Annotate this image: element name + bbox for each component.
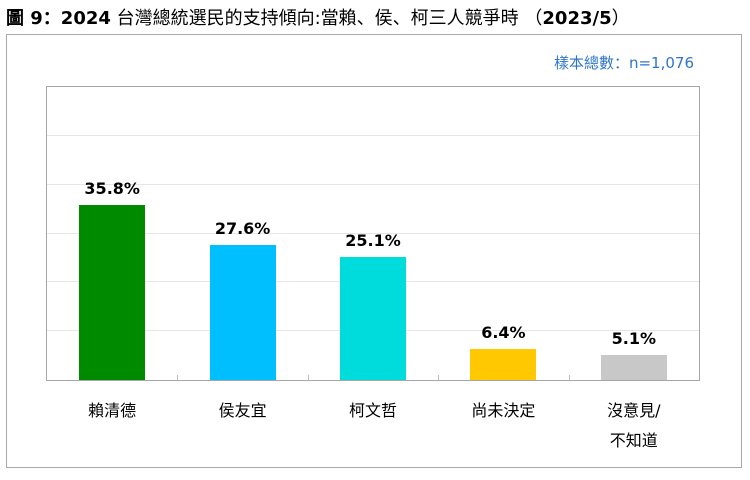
bar-2 xyxy=(209,245,276,380)
category-label: 賴清德 xyxy=(88,401,137,420)
category-label: 尚未決定 xyxy=(471,401,536,420)
bar-value-label: 25.1% xyxy=(345,231,401,251)
bar-value-label: 5.1% xyxy=(611,329,656,349)
title-main: 台灣總統選民的支持傾向:當賴、侯、柯三人競爭時 （ xyxy=(110,8,543,29)
bar-value-label: 35.8% xyxy=(84,179,140,199)
gridline xyxy=(47,183,699,185)
bar-1 xyxy=(79,205,146,380)
bar-5 xyxy=(600,355,667,380)
axis-tick xyxy=(568,375,570,381)
title-suffix: ） xyxy=(611,8,630,29)
bar-4 xyxy=(470,348,537,380)
category-label: 柯文哲 xyxy=(348,401,397,420)
axis-tick xyxy=(177,375,179,381)
chart-title: 圖 9：2024 台灣總統選民的支持傾向:當賴、侯、柯三人競爭時 （2023/5… xyxy=(6,4,630,30)
title-date: 2023/5 xyxy=(542,8,612,29)
plot-area xyxy=(46,86,700,381)
bar-value-label: 6.4% xyxy=(481,322,526,342)
bar-value-label: 27.6% xyxy=(214,219,271,239)
bar-3 xyxy=(340,257,406,380)
gridline xyxy=(47,134,699,136)
title-prefix: 圖 9：2024 xyxy=(6,8,111,29)
chart-frame xyxy=(6,34,742,468)
gridline xyxy=(47,232,699,234)
sample-size-label: 樣本總數：n=1,076 xyxy=(553,54,694,72)
axis-tick xyxy=(307,375,309,381)
category-label: 沒意見/ 不知道 xyxy=(607,401,661,450)
category-label: 侯友宜 xyxy=(218,401,267,420)
axis-tick xyxy=(438,375,440,381)
